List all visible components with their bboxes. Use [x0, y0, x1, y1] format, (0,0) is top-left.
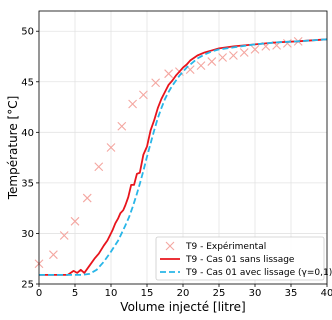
x-tick-label: 15	[141, 288, 154, 299]
x-tick-label: 25	[213, 288, 226, 299]
legend-label: T9 - Expérimental	[185, 241, 266, 252]
data-point	[117, 121, 127, 131]
data-point	[239, 48, 249, 57]
ticks: 0 5 10 15 20 25 30 35 40 25 30 35 40 45 50	[21, 27, 332, 299]
data-point	[49, 250, 58, 260]
y-tick-label: 45	[21, 77, 34, 88]
x-tick-label: 20	[177, 288, 190, 299]
data-point	[94, 162, 104, 172]
legend-box	[155, 236, 325, 281]
y-tick-label: 30	[21, 229, 34, 240]
data-point	[250, 45, 260, 54]
x-tick-label: 0	[36, 288, 42, 299]
legend: T9 - Expérimental T9 - Cas 01 sans lissag…	[155, 236, 332, 281]
legend-marker	[165, 241, 175, 251]
y-tick-label: 40	[21, 128, 34, 139]
x-tick-label: 35	[285, 288, 298, 299]
x-axis-title: Volume injecté [litre]	[120, 300, 245, 314]
series-line-with-smoothing	[39, 38, 328, 276]
data-point	[196, 61, 206, 70]
legend-item: T9 - Cas 01 avec lissage (γ=0,1)	[160, 268, 332, 278]
grid	[38, 11, 328, 285]
y-tick-label: 25	[21, 280, 34, 291]
x-tick-label: 40	[321, 288, 332, 299]
legend-label: T9 - Cas 01 avec lissage (γ=0,1)	[185, 268, 332, 278]
legend-item: T9 - Expérimental	[165, 241, 266, 252]
x-tick-label: 5	[72, 288, 78, 299]
legend-label: T9 - Cas 01 sans lissage	[185, 255, 295, 265]
series-layer	[34, 36, 328, 276]
series-experimental-points	[34, 36, 303, 269]
data-point	[59, 231, 69, 240]
data-point	[164, 69, 173, 79]
data-point	[283, 38, 292, 48]
data-point	[218, 53, 227, 62]
data-point	[229, 51, 238, 60]
y-tick-label: 35	[21, 178, 34, 189]
series-line-without-smoothing	[39, 38, 328, 276]
x-tick-label: 10	[105, 288, 118, 299]
data-point	[128, 99, 137, 109]
data-point	[70, 216, 80, 226]
data-point	[151, 78, 161, 88]
y-axis-title: Température [°C]	[6, 96, 20, 201]
y-tick-label: 50	[21, 27, 34, 38]
data-point	[139, 90, 148, 100]
data-point	[106, 143, 116, 152]
legend-item: T9 - Cas 01 sans lissage	[160, 255, 295, 265]
data-point	[82, 193, 92, 203]
data-point	[207, 57, 217, 66]
x-tick-label: 30	[249, 288, 262, 299]
